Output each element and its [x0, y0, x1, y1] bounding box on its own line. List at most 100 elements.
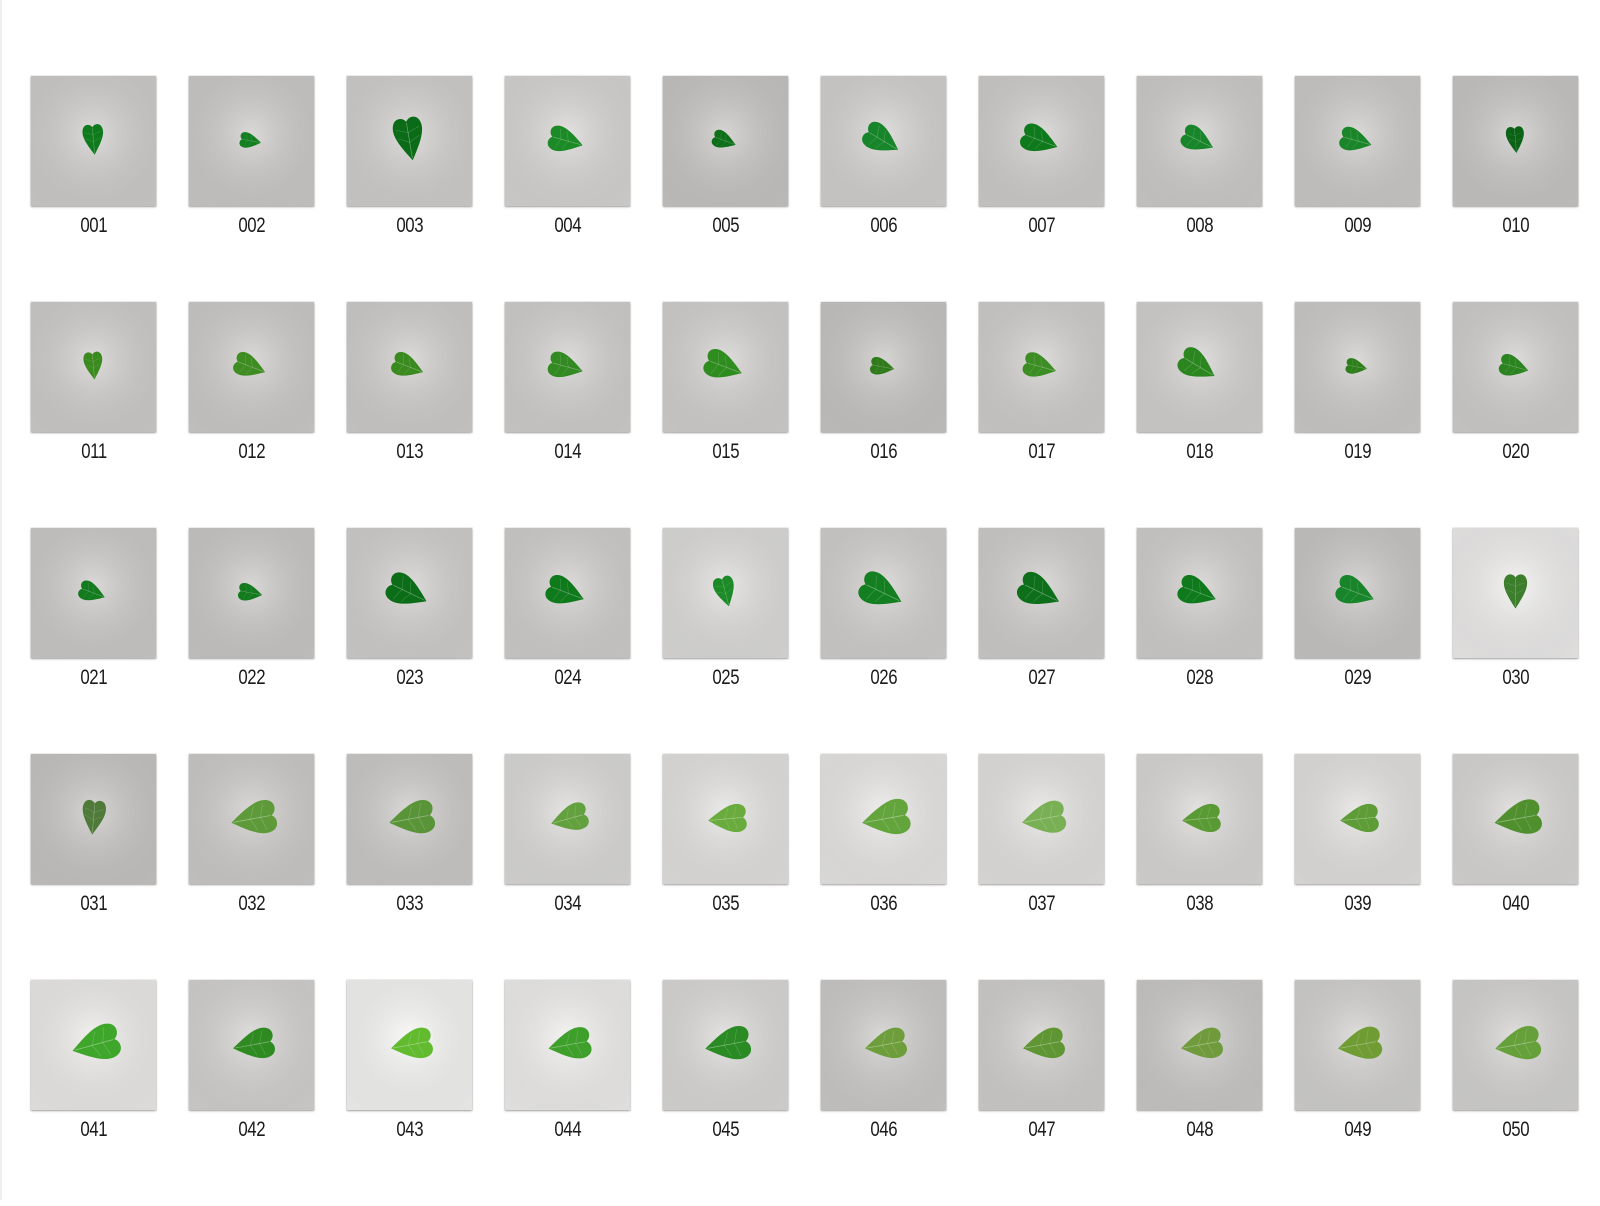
image-thumbnail[interactable]: [505, 528, 630, 658]
file-item-041[interactable]: 041: [31, 980, 156, 1180]
image-thumbnail[interactable]: [1453, 528, 1578, 658]
image-thumbnail[interactable]: [505, 754, 630, 884]
image-thumbnail[interactable]: [347, 76, 472, 206]
image-thumbnail[interactable]: [189, 76, 314, 206]
file-item-045[interactable]: 045: [663, 980, 788, 1180]
file-item-022[interactable]: 022: [189, 528, 314, 728]
file-item-042[interactable]: 042: [189, 980, 314, 1180]
image-thumbnail[interactable]: [1453, 980, 1578, 1110]
file-item-010[interactable]: 010: [1453, 76, 1578, 276]
file-item-044[interactable]: 044: [505, 980, 630, 1180]
file-item-009[interactable]: 009: [1295, 76, 1420, 276]
image-thumbnail[interactable]: [821, 302, 946, 432]
file-item-001[interactable]: 001: [31, 76, 156, 276]
image-thumbnail[interactable]: [31, 528, 156, 658]
image-thumbnail[interactable]: [979, 76, 1104, 206]
image-thumbnail[interactable]: [821, 980, 946, 1110]
image-thumbnail[interactable]: [1453, 302, 1578, 432]
image-thumbnail[interactable]: [189, 754, 314, 884]
image-thumbnail[interactable]: [821, 76, 946, 206]
image-thumbnail[interactable]: [663, 302, 788, 432]
file-item-047[interactable]: 047: [979, 980, 1104, 1180]
file-item-021[interactable]: 021: [31, 528, 156, 728]
image-thumbnail[interactable]: [1453, 754, 1578, 884]
file-item-015[interactable]: 015: [663, 302, 788, 502]
file-item-011[interactable]: 011: [31, 302, 156, 502]
file-item-013[interactable]: 013: [347, 302, 472, 502]
file-item-020[interactable]: 020: [1453, 302, 1578, 502]
image-thumbnail[interactable]: [505, 76, 630, 206]
image-thumbnail[interactable]: [189, 980, 314, 1110]
file-item-032[interactable]: 032: [189, 754, 314, 954]
image-thumbnail[interactable]: [663, 754, 788, 884]
image-thumbnail[interactable]: [979, 754, 1104, 884]
file-item-043[interactable]: 043: [347, 980, 472, 1180]
image-thumbnail[interactable]: [663, 980, 788, 1110]
image-thumbnail[interactable]: [1137, 302, 1262, 432]
file-item-031[interactable]: 031: [31, 754, 156, 954]
image-thumbnail[interactable]: [347, 754, 472, 884]
file-item-026[interactable]: 026: [821, 528, 946, 728]
file-item-018[interactable]: 018: [1137, 302, 1262, 502]
image-thumbnail[interactable]: [663, 528, 788, 658]
file-item-003[interactable]: 003: [347, 76, 472, 276]
image-thumbnail[interactable]: [1295, 76, 1420, 206]
image-thumbnail[interactable]: [1295, 302, 1420, 432]
file-item-014[interactable]: 014: [505, 302, 630, 502]
image-thumbnail[interactable]: [663, 76, 788, 206]
image-thumbnail[interactable]: [1137, 528, 1262, 658]
image-thumbnail[interactable]: [347, 980, 472, 1110]
image-thumbnail[interactable]: [1295, 980, 1420, 1110]
image-thumbnail[interactable]: [1137, 754, 1262, 884]
image-thumbnail[interactable]: [979, 980, 1104, 1110]
image-thumbnail[interactable]: [821, 754, 946, 884]
file-item-007[interactable]: 007: [979, 76, 1104, 276]
file-item-005[interactable]: 005: [663, 76, 788, 276]
file-item-049[interactable]: 049: [1295, 980, 1420, 1180]
image-thumbnail[interactable]: [1453, 76, 1578, 206]
image-thumbnail[interactable]: [505, 980, 630, 1110]
file-item-033[interactable]: 033: [347, 754, 472, 954]
file-item-036[interactable]: 036: [821, 754, 946, 954]
image-thumbnail[interactable]: [979, 302, 1104, 432]
image-thumbnail[interactable]: [31, 76, 156, 206]
file-item-038[interactable]: 038: [1137, 754, 1262, 954]
file-item-025[interactable]: 025: [663, 528, 788, 728]
file-item-019[interactable]: 019: [1295, 302, 1420, 502]
file-item-050[interactable]: 050: [1453, 980, 1578, 1180]
file-item-039[interactable]: 039: [1295, 754, 1420, 954]
file-item-006[interactable]: 006: [821, 76, 946, 276]
image-thumbnail[interactable]: [1137, 980, 1262, 1110]
file-item-028[interactable]: 028: [1137, 528, 1262, 728]
image-thumbnail[interactable]: [31, 754, 156, 884]
image-thumbnail[interactable]: [189, 528, 314, 658]
image-thumbnail[interactable]: [1295, 528, 1420, 658]
image-thumbnail[interactable]: [31, 980, 156, 1110]
file-item-024[interactable]: 024: [505, 528, 630, 728]
file-item-040[interactable]: 040: [1453, 754, 1578, 954]
file-item-017[interactable]: 017: [979, 302, 1104, 502]
file-item-004[interactable]: 004: [505, 76, 630, 276]
file-item-012[interactable]: 012: [189, 302, 314, 502]
image-thumbnail[interactable]: [189, 302, 314, 432]
file-item-048[interactable]: 048: [1137, 980, 1262, 1180]
file-item-027[interactable]: 027: [979, 528, 1104, 728]
file-item-008[interactable]: 008: [1137, 76, 1262, 276]
file-item-023[interactable]: 023: [347, 528, 472, 728]
image-thumbnail[interactable]: [821, 528, 946, 658]
file-item-030[interactable]: 030: [1453, 528, 1578, 728]
image-thumbnail[interactable]: [347, 528, 472, 658]
image-thumbnail[interactable]: [1295, 754, 1420, 884]
image-thumbnail[interactable]: [347, 302, 472, 432]
image-thumbnail[interactable]: [31, 302, 156, 432]
image-thumbnail[interactable]: [979, 528, 1104, 658]
file-item-002[interactable]: 002: [189, 76, 314, 276]
file-item-016[interactable]: 016: [821, 302, 946, 502]
image-thumbnail[interactable]: [505, 302, 630, 432]
file-item-034[interactable]: 034: [505, 754, 630, 954]
image-thumbnail[interactable]: [1137, 76, 1262, 206]
file-item-037[interactable]: 037: [979, 754, 1104, 954]
file-item-029[interactable]: 029: [1295, 528, 1420, 728]
file-item-035[interactable]: 035: [663, 754, 788, 954]
file-item-046[interactable]: 046: [821, 980, 946, 1180]
